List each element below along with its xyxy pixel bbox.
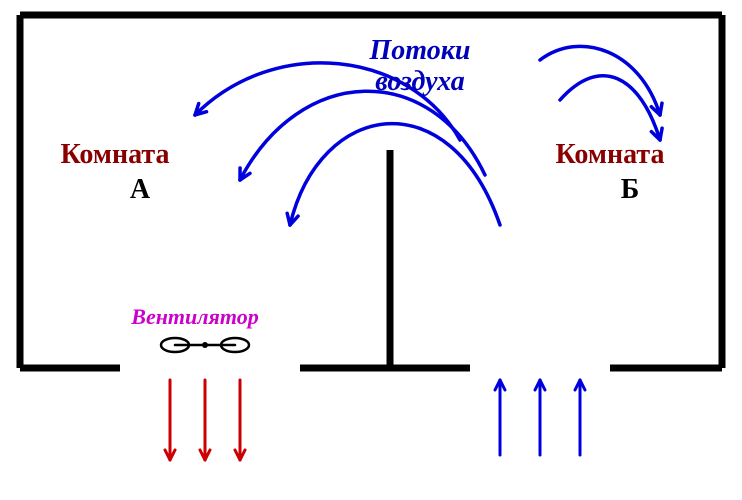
intake-arrows (495, 380, 585, 455)
diagram-svg (0, 0, 742, 500)
fan-icon (161, 338, 249, 352)
exhaust-arrows (165, 380, 245, 460)
walls (20, 15, 722, 368)
diagram-stage: Потоки воздуха Комната А Комната Б Венти… (0, 0, 742, 500)
airflow-curves (195, 46, 662, 225)
